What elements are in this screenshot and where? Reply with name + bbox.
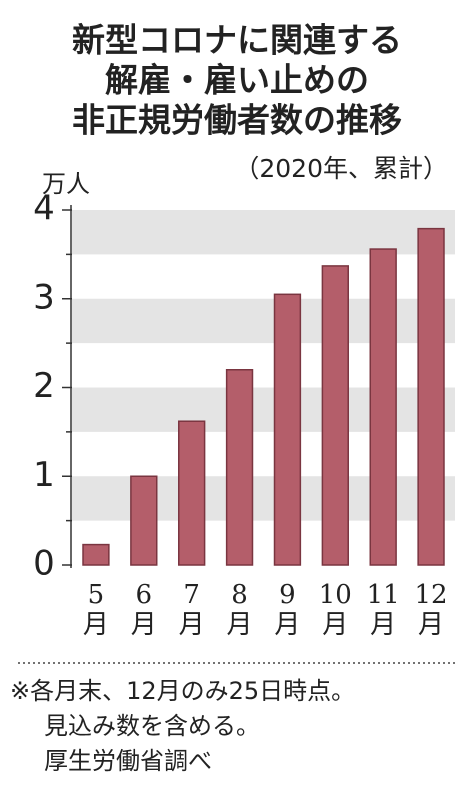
bar — [82, 543, 110, 566]
chart-title: 新型コロナに関連する — [72, 21, 402, 60]
bar — [369, 248, 397, 566]
y-tick-label: 4 — [33, 189, 55, 229]
x-tick-label: 7月 — [178, 580, 205, 640]
grid-band — [72, 387, 455, 432]
chart-title: 解雇・雇い止めの — [105, 61, 369, 100]
bar — [417, 227, 445, 566]
grid-band — [72, 476, 455, 521]
bar — [130, 475, 158, 566]
bar — [225, 369, 254, 566]
y-tick-label: 1 — [33, 455, 55, 495]
subtitle: （2020年、累計） — [234, 154, 448, 183]
note: ※各月末、12月のみ25日時点。 — [10, 677, 355, 705]
y-tick-label: 2 — [33, 366, 55, 406]
x-tick-label: 9月 — [274, 580, 301, 640]
grid-band — [72, 210, 455, 255]
x-tick-label: 6月 — [130, 580, 157, 640]
x-tick-label: 8月 — [226, 580, 253, 640]
x-tick-label: 10月 — [318, 580, 352, 640]
bar — [321, 265, 349, 566]
y-tick-label: 3 — [33, 277, 55, 317]
note: 見込み数を含める。 — [44, 712, 260, 740]
grid-band — [72, 298, 455, 344]
x-tick-label: 5月 — [82, 580, 109, 640]
chart-title: 非正規労働者数の推移 — [72, 101, 402, 140]
x-tick-label: 12月 — [414, 580, 448, 640]
bar — [273, 293, 302, 566]
bar — [178, 420, 206, 566]
note: 厚生労働省調べ — [44, 747, 212, 775]
x-tick-label: 11月 — [366, 580, 400, 640]
unit-label: 万人 — [42, 170, 90, 198]
y-tick-label: 0 — [33, 544, 55, 584]
